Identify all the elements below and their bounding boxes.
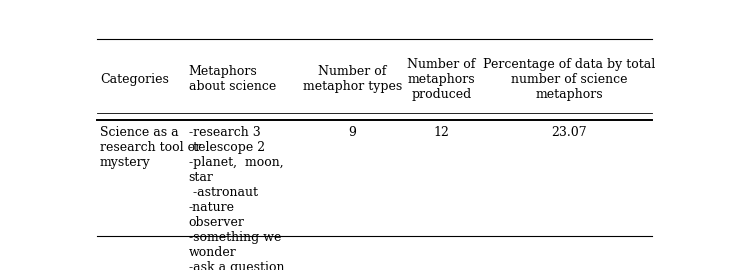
Text: 23.07: 23.07: [551, 126, 587, 139]
Text: Number of
metaphor types: Number of metaphor types: [303, 65, 402, 93]
Text: Categories: Categories: [100, 73, 169, 86]
Text: -research 3
-telescope 2
-planet,  moon,
star
 -astronaut
-nature
observer
-some: -research 3 -telescope 2 -planet, moon, …: [189, 126, 284, 270]
Text: Science as a
research tool or
mystery: Science as a research tool or mystery: [100, 126, 201, 169]
Text: 12: 12: [433, 126, 449, 139]
Text: Number of
metaphors
produced: Number of metaphors produced: [407, 58, 475, 101]
Text: Metaphors
about science: Metaphors about science: [189, 65, 276, 93]
Text: 9: 9: [349, 126, 357, 139]
Text: Percentage of data by total
number of science
metaphors: Percentage of data by total number of sc…: [483, 58, 655, 101]
